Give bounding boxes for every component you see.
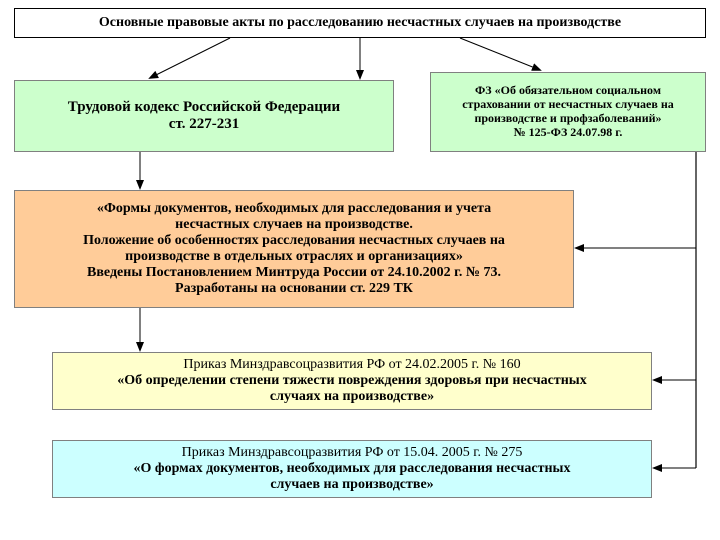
- order160-line3: случаях на производстве»: [61, 389, 643, 405]
- forms-line1: «Формы документов, необходимых для рассл…: [23, 201, 565, 217]
- forms-line2: несчастных случаев на производстве.: [23, 217, 565, 233]
- forms-line6: Разработаны на основании ст. 229 ТК: [23, 281, 565, 297]
- forms-line3: Положение об особенностях расследования …: [23, 233, 565, 249]
- forms-box: «Формы документов, необходимых для рассл…: [14, 190, 574, 308]
- order275-box: Приказ Минздравсоцразвития РФ от 15.04. …: [52, 440, 652, 498]
- order275-line3: случаев на производстве»: [61, 477, 643, 493]
- order275-line1: Приказ Минздравсоцразвития РФ от 15.04. …: [61, 445, 643, 461]
- tk-line2: ст. 227-231: [23, 116, 385, 133]
- forms-line4: производстве в отдельных отраслях и орга…: [23, 249, 565, 265]
- fz-box: ФЗ «Об обязательном социальном страхован…: [430, 72, 706, 152]
- order160-line2: «Об определении степени тяжести поврежде…: [61, 373, 643, 389]
- arrow-title-to-fz: [460, 38, 540, 70]
- fz-line2: страховании от несчастных случаев на: [439, 98, 697, 112]
- tk-line1: Трудовой кодекс Российской Федерации: [23, 99, 385, 116]
- fz-line3: производстве и профзаболеваний»: [439, 112, 697, 126]
- order160-line1: Приказ Минздравсоцразвития РФ от 24.02.2…: [61, 357, 643, 373]
- order160-box: Приказ Минздравсоцразвития РФ от 24.02.2…: [52, 352, 652, 410]
- title-box: Основные правовые акты по расследованию …: [14, 8, 706, 38]
- fz-line1: ФЗ «Об обязательном социальном: [439, 84, 697, 98]
- fz-line4: № 125-ФЗ 24.07.98 г.: [439, 126, 697, 140]
- order275-line2: «О формах документов, необходимых для ра…: [61, 461, 643, 477]
- forms-line5: Введены Постановлением Минтруда России о…: [23, 265, 565, 281]
- arrow-title-to-tk: [150, 38, 230, 78]
- tk-box: Трудовой кодекс Российской Федерации ст.…: [14, 80, 394, 152]
